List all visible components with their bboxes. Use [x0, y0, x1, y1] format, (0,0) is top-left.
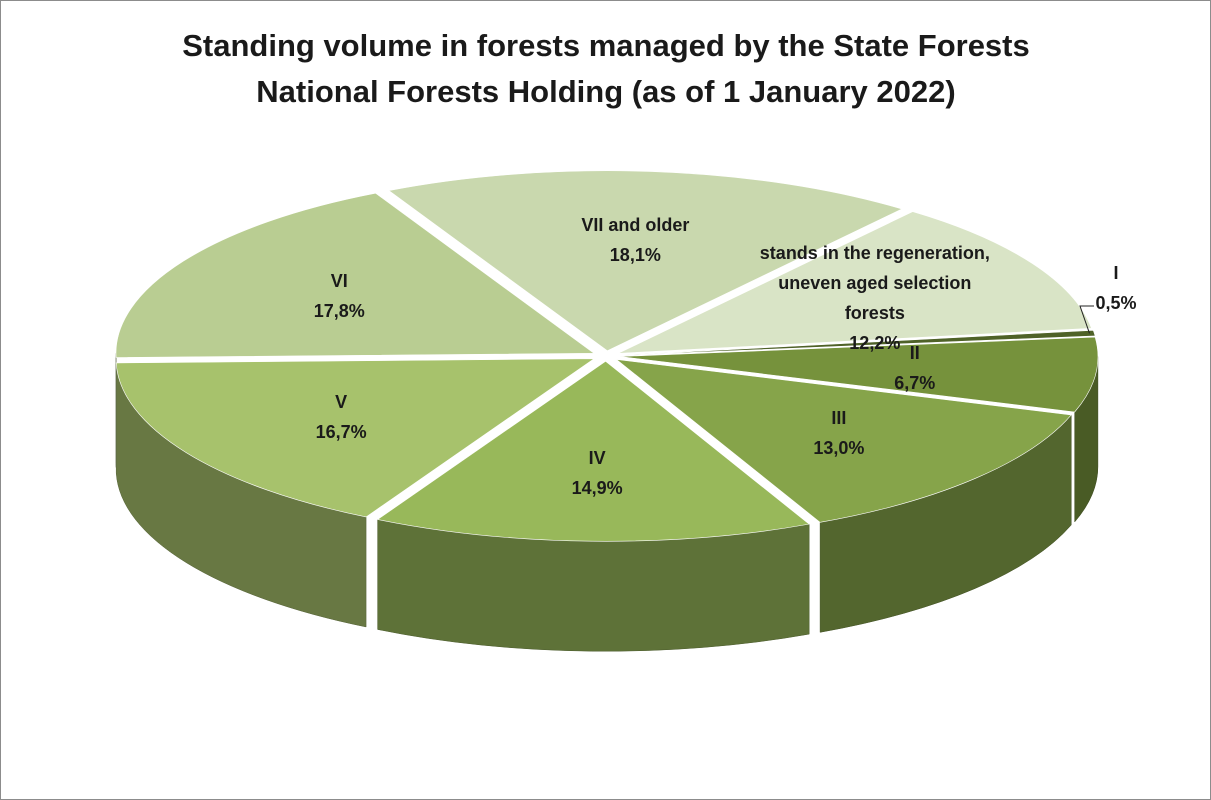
slice — [115, 358, 596, 518]
slice-category: V — [335, 391, 348, 412]
slice — [619, 329, 1096, 356]
slice — [376, 360, 810, 542]
slice — [115, 192, 595, 358]
slice-category: stands in the regeneration, uneven aged … — [759, 242, 990, 323]
data-label: I 0,5% — [1095, 258, 1136, 318]
slice-category: II — [909, 342, 920, 363]
slice-value: 12,2% — [849, 332, 901, 353]
data-label: IV 14,9% — [572, 443, 623, 503]
slice-category: VI — [330, 271, 348, 292]
data-label: VI 17,8% — [314, 266, 365, 326]
slice-value: 14,9% — [571, 477, 623, 498]
slice — [619, 336, 1099, 413]
slice-value: 17,8% — [313, 301, 365, 322]
slice — [617, 211, 1092, 354]
slice-category: VII and older — [581, 214, 690, 235]
slice-value: 13,0% — [813, 438, 865, 459]
slice-value: 18,1% — [609, 244, 661, 265]
data-label: VII and older 18,1% — [581, 210, 689, 270]
data-label: III 13,0% — [813, 403, 864, 463]
slice — [388, 170, 903, 352]
slice-value: 16,7% — [315, 421, 367, 442]
slice-category: I — [1113, 263, 1119, 283]
data-label: V 16,7% — [316, 387, 367, 447]
leader-line — [1079, 305, 1094, 334]
slice-value: 0,5% — [1095, 293, 1137, 313]
slice-value: 6,7% — [894, 372, 936, 393]
data-label: II 6,7% — [894, 338, 935, 398]
slice-category: IV — [588, 447, 606, 468]
data-label: stands in the regeneration, uneven aged … — [757, 238, 992, 358]
chart-title: Standing volume in forests managed by th… — [182, 28, 1030, 109]
slice — [615, 359, 1072, 523]
slice-category: III — [831, 408, 847, 429]
